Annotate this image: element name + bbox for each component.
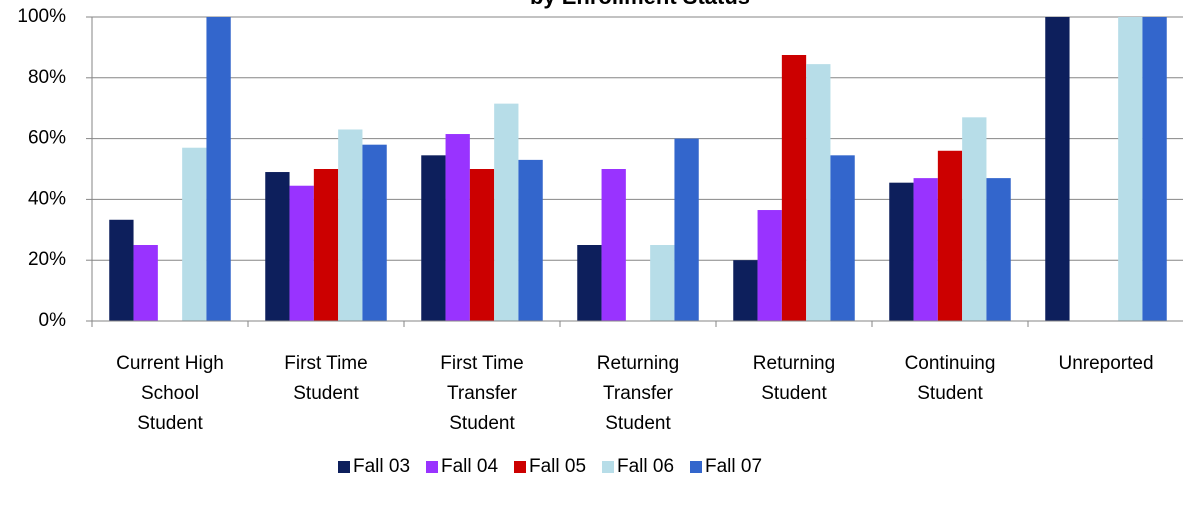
bar [937,150,963,321]
bar [601,169,626,321]
bar [889,182,914,321]
y-tick-label: 20% [28,249,66,270]
bar [1118,17,1143,321]
x-tick-label: First Time Transfer Student [440,353,523,434]
bar [182,147,207,321]
bar [962,117,987,321]
bar [133,245,158,321]
bar [469,169,495,321]
legend-label: Fall 04 [441,456,498,477]
legend-swatch [690,461,702,473]
bar [206,17,231,321]
legend-swatch [602,461,614,473]
bar [674,138,699,321]
bar [650,245,675,321]
bar [445,134,470,321]
legend-swatch [338,461,350,473]
bar [733,260,758,321]
bar [289,185,314,321]
legend-label: Fall 06 [617,456,674,477]
bar [781,55,807,321]
chart-title: by Enrollment Status [530,0,750,9]
bar [757,210,782,321]
bar [494,103,519,321]
bar [1045,17,1070,321]
y-tick-label: 100% [17,6,66,27]
bar [338,129,363,321]
x-tick-label: First Time Student [284,353,367,404]
bar [362,144,387,321]
y-tick-label: 0% [39,310,67,331]
y-tick-label: 40% [28,188,66,209]
legend-swatch [426,461,438,473]
bar [421,155,446,321]
legend-label: Fall 03 [353,456,410,477]
legend-swatch [514,461,526,473]
bar [265,172,290,321]
bar [313,169,339,321]
x-tick-label: Unreported [1058,353,1153,374]
x-tick-label: Current High School Student [116,353,224,434]
bar [986,178,1011,321]
y-tick-label: 60% [28,128,66,149]
bar [1142,17,1167,321]
legend-label: Fall 07 [705,456,762,477]
y-tick-label: 80% [28,67,66,88]
bar [577,245,602,321]
bar [830,155,855,321]
x-tick-label: Returning Transfer Student [597,353,679,434]
x-tick-label: Continuing Student [905,353,996,404]
bar [913,178,938,321]
legend-label: Fall 05 [529,456,586,477]
bar [518,159,543,321]
bar [806,64,831,322]
x-tick-label: Returning Student [753,353,835,404]
bar [109,219,134,321]
